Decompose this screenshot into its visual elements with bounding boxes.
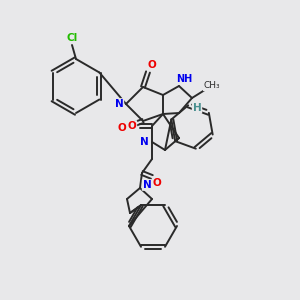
Text: Cl: Cl <box>66 33 78 43</box>
Text: O: O <box>153 178 161 188</box>
Text: O: O <box>148 60 156 70</box>
Text: N: N <box>115 99 123 109</box>
Text: H: H <box>193 103 201 113</box>
Text: N: N <box>142 180 152 190</box>
Text: O: O <box>118 123 126 133</box>
Text: NH: NH <box>176 74 192 84</box>
Text: CH₃: CH₃ <box>204 82 220 91</box>
Text: O: O <box>128 121 136 131</box>
Text: N: N <box>140 137 148 147</box>
